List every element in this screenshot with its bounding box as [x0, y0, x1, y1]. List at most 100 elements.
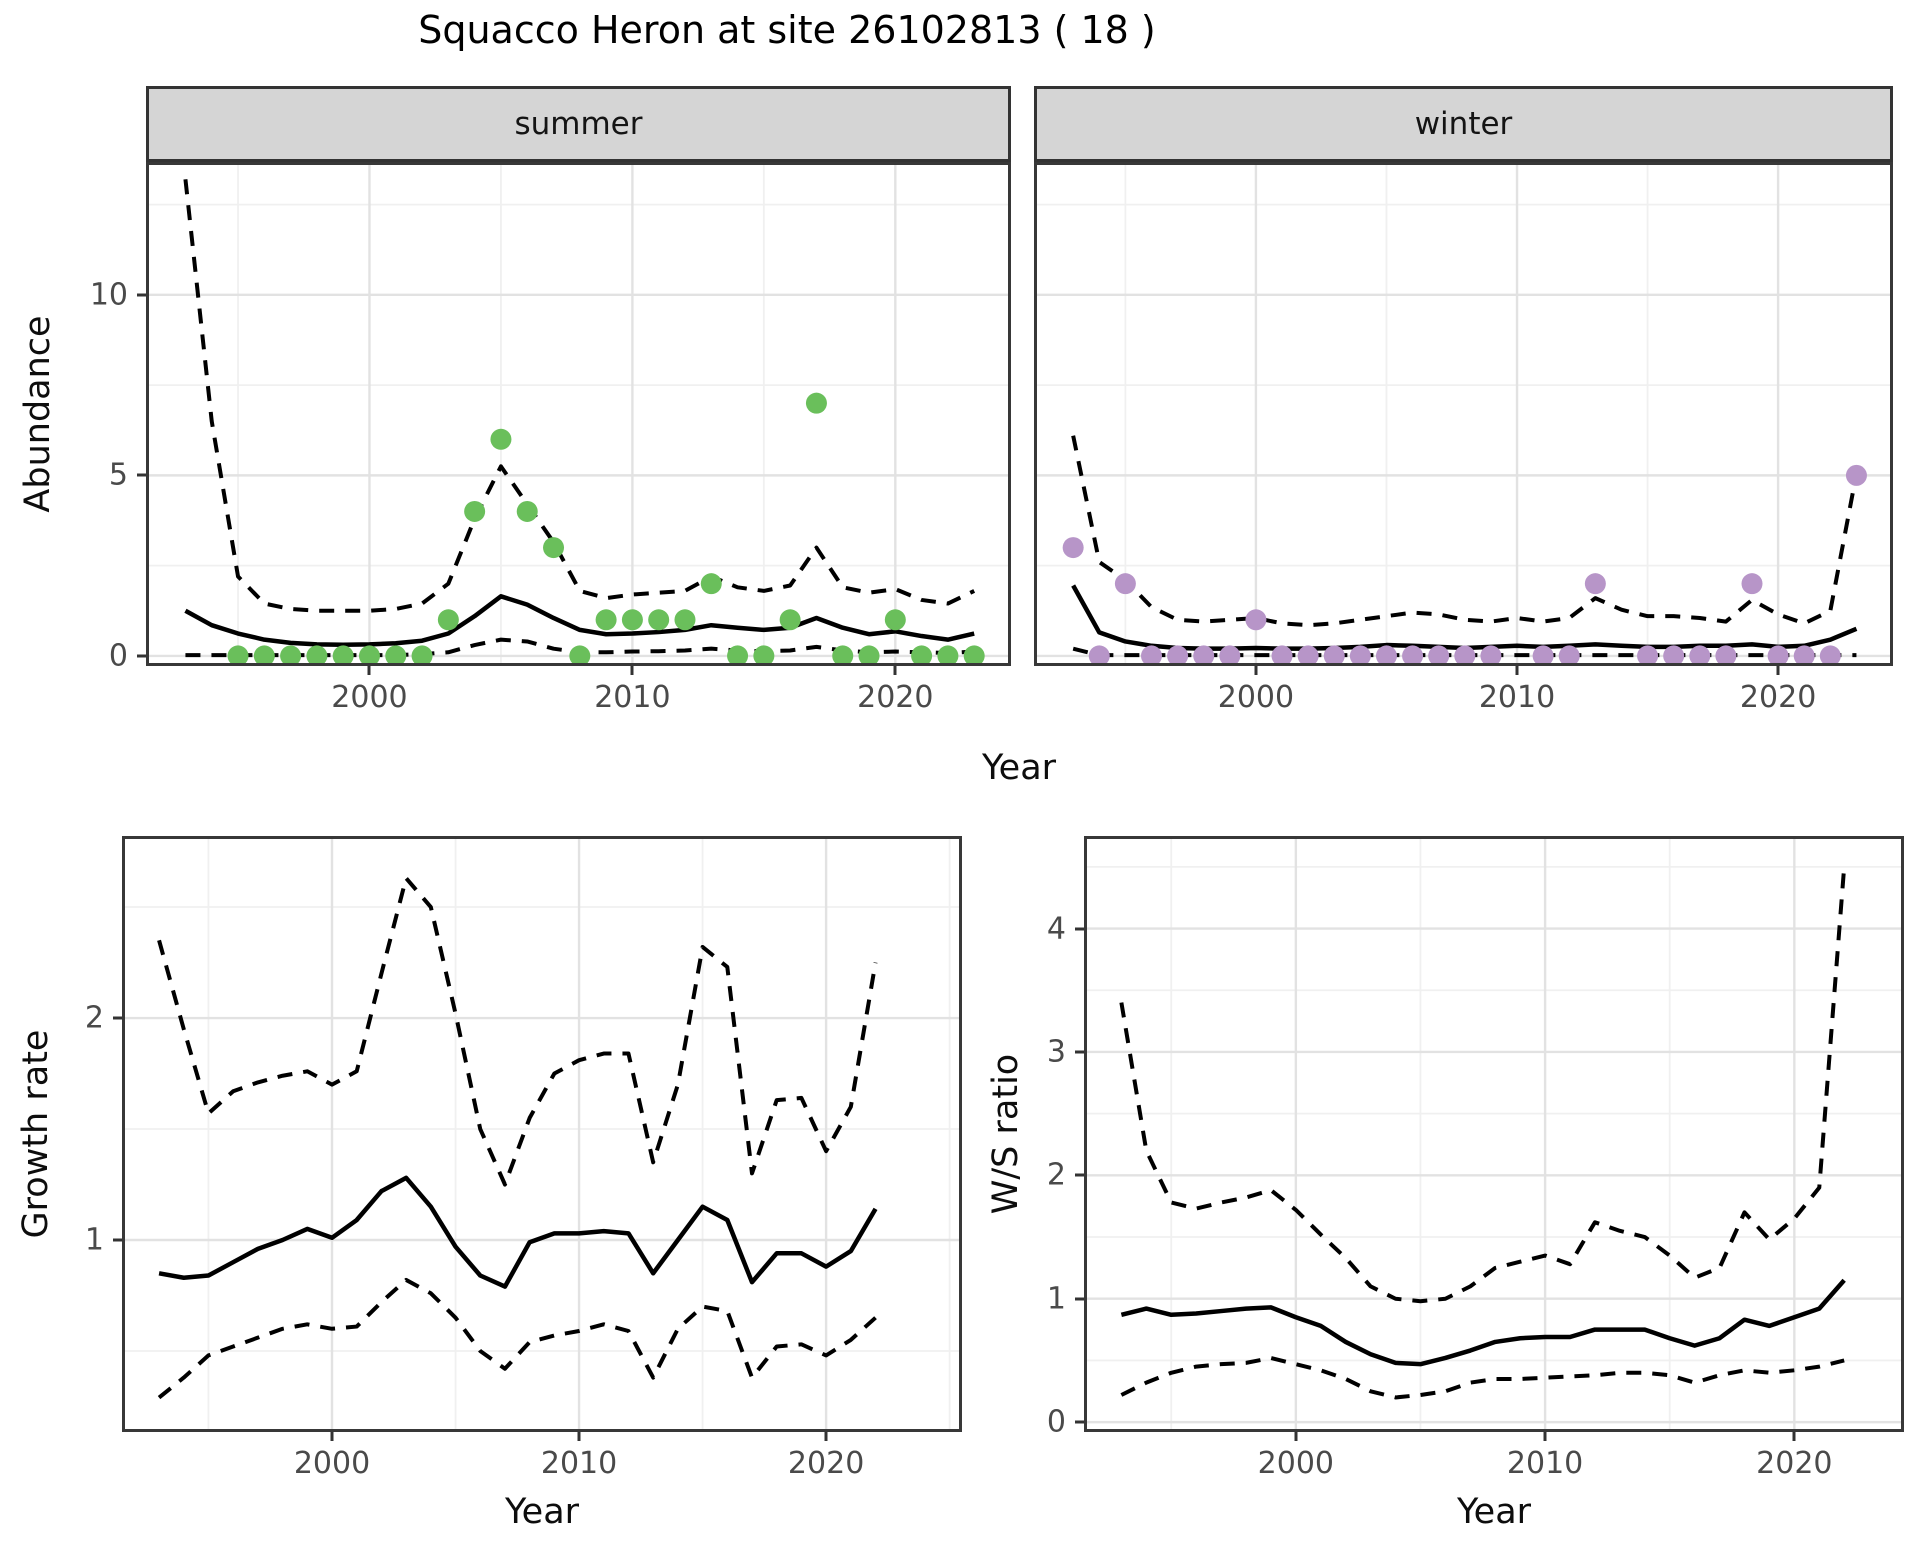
observation-point: [1219, 645, 1241, 666]
year-axis-title-bottom-right: Year: [1456, 1492, 1532, 1532]
year-axis-title-top: Year: [981, 748, 1057, 788]
facet-strip-summer-label: summer: [514, 106, 643, 142]
observation-point: [963, 645, 985, 666]
x-tick-label: 2000: [1217, 680, 1295, 715]
observation-point: [1689, 645, 1711, 666]
observation-point: [1663, 645, 1685, 666]
observation-point: [1845, 464, 1867, 486]
observation-point: [411, 645, 433, 666]
observation-point: [543, 537, 565, 559]
series-ci_upper: [1071, 435, 1859, 628]
observation-point: [595, 609, 617, 631]
observation-point: [1088, 645, 1110, 666]
observation-point: [516, 500, 538, 522]
observation-point: [306, 645, 328, 666]
facet-strip-winter: winter: [1034, 86, 1893, 162]
observation-point: [1402, 645, 1424, 666]
y-tick-label: 0: [1046, 1404, 1066, 1440]
y-tick-label: 2: [1046, 1157, 1066, 1193]
x-tick-label: 2020: [1756, 1446, 1833, 1481]
winter-abundance-plot: [1034, 162, 1893, 666]
observation-point: [805, 392, 827, 414]
y-tick-mark: [137, 293, 146, 297]
observation-point: [332, 645, 354, 666]
observation-point: [832, 645, 854, 666]
observation-point: [727, 645, 749, 666]
observation-point: [1793, 645, 1815, 666]
x-tick-label: 2020: [787, 1446, 865, 1481]
y-tick-label: 10: [89, 277, 128, 313]
y-tick-mark: [113, 1238, 122, 1242]
x-tick-label: 2010: [1506, 1446, 1584, 1481]
observation-point: [1637, 645, 1659, 666]
growth-rate-axis-title: Growth rate: [16, 1029, 56, 1239]
observation-point: [884, 609, 906, 631]
x-tick-label: 2020: [1739, 680, 1817, 715]
x-tick-mark: [1792, 1432, 1796, 1441]
x-tick-mark: [1776, 666, 1780, 675]
y-tick-label: 3: [1046, 1034, 1066, 1070]
observation-point: [569, 645, 591, 666]
observation-point: [1480, 645, 1502, 666]
observation-point: [621, 609, 643, 631]
observation-point: [1349, 645, 1371, 666]
observation-point: [253, 645, 275, 666]
observation-point: [911, 645, 933, 666]
observation-point: [1819, 645, 1841, 666]
series-ci_upper: [1119, 866, 1847, 1304]
y-tick-label: 4: [1046, 911, 1066, 947]
observation-point: [1454, 645, 1476, 666]
x-tick-label: 2000: [293, 1446, 371, 1481]
observation-point: [280, 645, 302, 666]
growth-rate-plot: [122, 836, 962, 1432]
x-tick-label: 2020: [857, 680, 934, 715]
x-tick-label: 2010: [540, 1446, 618, 1481]
observation-point: [1715, 645, 1737, 666]
y-tick-mark: [113, 1016, 122, 1020]
series-ci_upper: [183, 179, 976, 613]
y-tick-label: 2: [84, 1000, 104, 1036]
y-tick-label: 5: [108, 457, 128, 493]
observation-point: [1140, 645, 1162, 666]
observation-point: [1297, 645, 1319, 666]
observation-point: [1323, 645, 1345, 666]
observation-point: [385, 645, 407, 666]
observation-point: [858, 645, 880, 666]
observation-point: [1271, 645, 1293, 666]
y-tick-mark: [137, 473, 146, 477]
series-ci_lower: [157, 1277, 877, 1400]
x-tick-label: 2010: [594, 680, 671, 715]
y-tick-mark: [1075, 1173, 1084, 1177]
observation-point: [1767, 645, 1789, 666]
facet-strip-summer: summer: [146, 86, 1011, 162]
observation-point: [700, 573, 722, 595]
y-tick-label: 0: [108, 638, 128, 674]
summer-abundance-plot: [146, 162, 1011, 666]
observation-point: [437, 609, 459, 631]
x-tick-mark: [577, 1432, 581, 1441]
series-fit_median: [1071, 584, 1858, 651]
ws-ratio-plot: [1084, 836, 1904, 1432]
observation-point: [1532, 645, 1554, 666]
series-ci_lower: [1120, 1355, 1845, 1400]
x-tick-label: 2000: [331, 680, 408, 715]
observation-point: [674, 609, 696, 631]
abundance-axis-title: Abundance: [18, 315, 58, 513]
observation-point: [490, 428, 512, 450]
year-axis-title-bottom-left: Year: [504, 1492, 580, 1532]
observation-point: [648, 609, 670, 631]
x-tick-mark: [1515, 666, 1519, 675]
chart-title: Squacco Heron at site 26102813 ( 18 ): [418, 8, 1156, 52]
x-tick-mark: [367, 666, 371, 675]
x-tick-mark: [1543, 1432, 1547, 1441]
observation-point: [464, 500, 486, 522]
ws-ratio-axis-title: W/S ratio: [986, 1053, 1026, 1215]
x-tick-label: 2010: [1478, 680, 1556, 715]
x-tick-mark: [1254, 666, 1258, 675]
y-tick-mark: [137, 654, 146, 658]
observation-point: [1741, 573, 1763, 595]
x-tick-label: 2000: [1257, 1446, 1335, 1481]
observation-point: [753, 645, 775, 666]
observation-point: [358, 645, 380, 666]
facet-strip-winter-label: winter: [1414, 106, 1513, 142]
